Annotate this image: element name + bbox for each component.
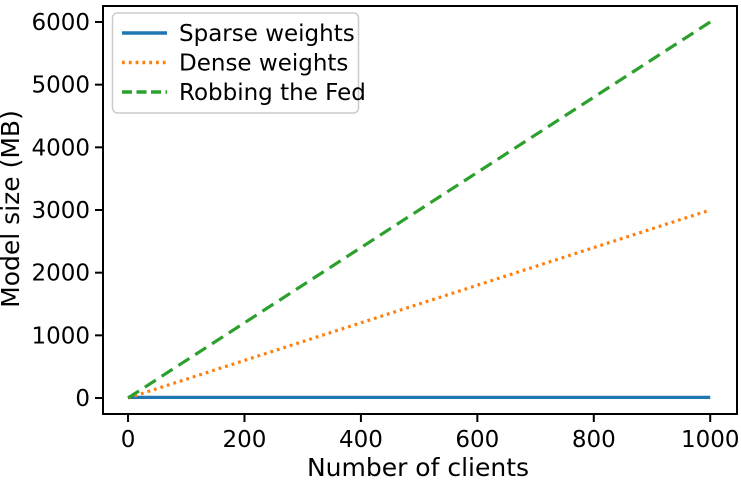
y-tick-label: 5000 xyxy=(31,73,90,99)
x-tick-label: 800 xyxy=(572,427,616,453)
x-tick-label: 1000 xyxy=(681,427,740,453)
x-axis-label: Number of clients xyxy=(307,453,529,480)
legend: Sparse weights Dense weights Robbing the F… xyxy=(111,12,366,114)
series-line-robbing-the-fed xyxy=(127,20,712,400)
legend-box xyxy=(111,12,360,114)
x-tick-label: 400 xyxy=(339,427,383,453)
legend-label-sparse-weights: Sparse weights xyxy=(179,21,355,47)
y-tick-label: 4000 xyxy=(31,135,90,161)
y-tick-label: 6000 xyxy=(31,10,90,36)
y-axis-label: Model size (MB) xyxy=(0,110,25,308)
x-tick-label: 200 xyxy=(223,427,267,453)
y-tick-label: 0 xyxy=(75,386,90,412)
legend-label-dense-weights: Dense weights xyxy=(179,51,348,77)
y-tick-label: 2000 xyxy=(31,261,90,287)
x-tick-label: 0 xyxy=(121,427,136,453)
series-layer xyxy=(127,20,712,400)
y-tick-label: 3000 xyxy=(31,198,90,224)
axes-layer: 0 200 400 600 800 1000 0 1000 2000 3000 4000 5000 60… xyxy=(31,5,740,453)
plot-border xyxy=(102,5,738,415)
series-line-dense-weights xyxy=(127,208,711,400)
legend-label-robbing-the-fed: Robbing the Fed xyxy=(179,80,366,106)
y-tick-label: 1000 xyxy=(31,323,90,349)
x-tick-label: 600 xyxy=(455,427,499,453)
